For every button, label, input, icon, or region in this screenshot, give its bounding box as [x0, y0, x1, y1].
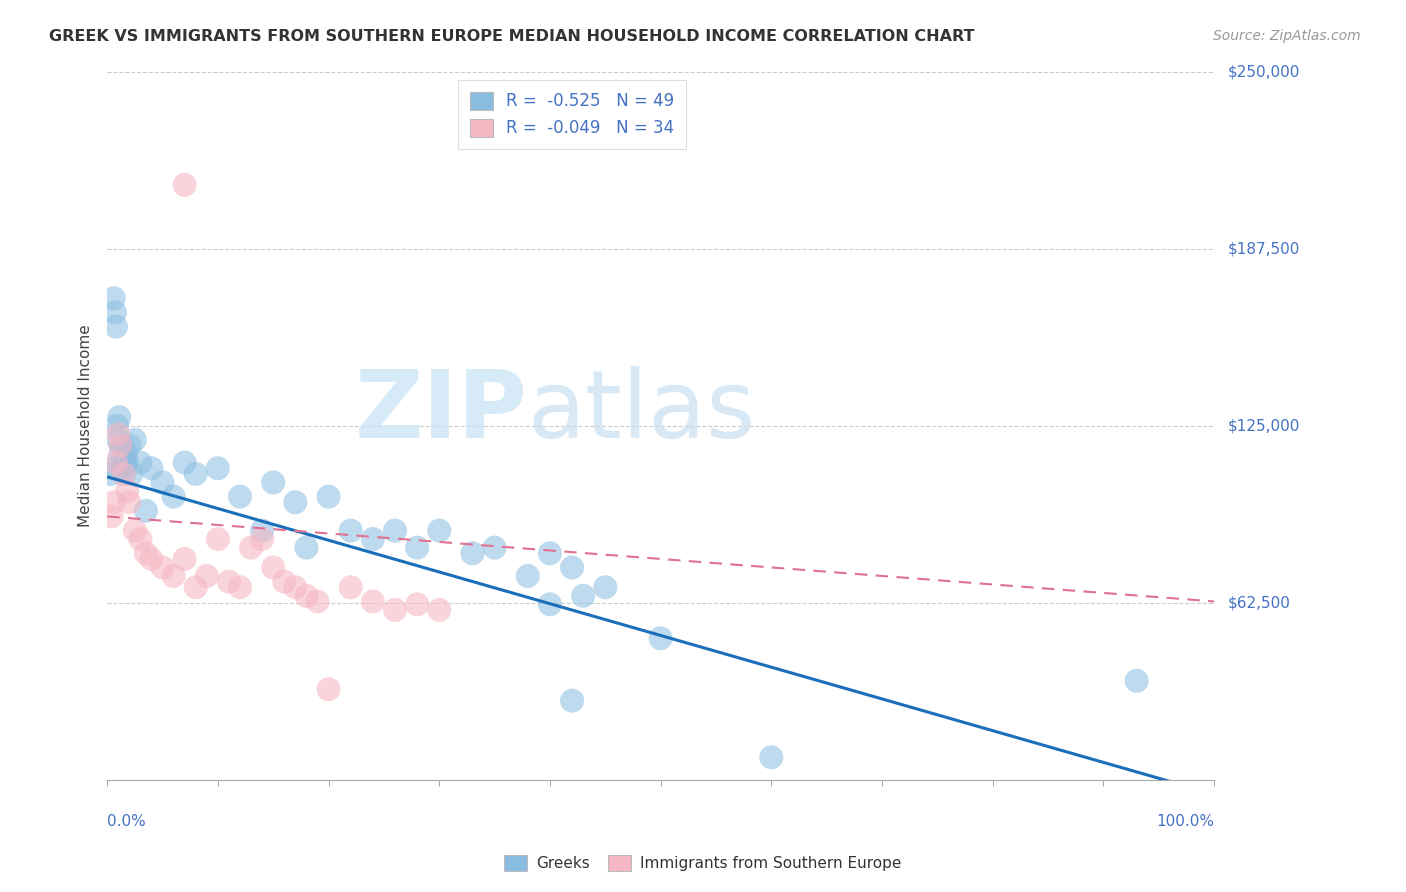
Point [115, 483, 138, 498]
Point [761, 750, 783, 764]
Point [108, 410, 131, 425]
Point [273, 574, 295, 589]
Point [484, 541, 506, 555]
Point [650, 632, 672, 646]
Point [112, 467, 135, 481]
Point [110, 439, 132, 453]
Point [195, 569, 218, 583]
Point [141, 552, 163, 566]
Point [262, 560, 284, 574]
Point [141, 461, 163, 475]
Point [516, 569, 538, 583]
Text: 0.0%: 0.0% [107, 814, 146, 829]
Point [538, 546, 561, 560]
Point [572, 589, 595, 603]
Point [101, 461, 124, 475]
Point [152, 560, 174, 574]
Point [135, 546, 157, 560]
Point [250, 524, 273, 538]
Point [461, 546, 484, 560]
Point [162, 490, 184, 504]
Point [104, 305, 127, 319]
Point [107, 433, 129, 447]
Point [124, 433, 146, 447]
Point [107, 427, 129, 442]
Text: 100.0%: 100.0% [1156, 814, 1215, 829]
Point [110, 447, 132, 461]
Point [110, 439, 132, 453]
Point [295, 589, 318, 603]
Point [561, 560, 583, 574]
Point [284, 495, 307, 509]
Text: $125,000: $125,000 [1227, 418, 1299, 434]
Point [427, 524, 450, 538]
Point [361, 594, 384, 608]
Point [229, 580, 252, 594]
Point [284, 580, 307, 594]
Text: GREEK VS IMMIGRANTS FROM SOUTHERN EUROPE MEDIAN HOUSEHOLD INCOME CORRELATION CHA: GREEK VS IMMIGRANTS FROM SOUTHERN EUROPE… [49, 29, 974, 44]
Point [173, 552, 195, 566]
Legend: Greeks, Immigrants from Southern Europe: Greeks, Immigrants from Southern Europe [498, 849, 908, 877]
Point [118, 495, 141, 509]
Point [561, 693, 583, 707]
Point [100, 509, 122, 524]
Point [207, 532, 229, 546]
Text: Source: ZipAtlas.com: Source: ZipAtlas.com [1213, 29, 1361, 43]
Point [184, 580, 207, 594]
Point [105, 418, 128, 433]
Point [361, 532, 384, 546]
Point [229, 490, 252, 504]
Point [595, 580, 617, 594]
Point [135, 504, 157, 518]
Point [124, 524, 146, 538]
Point [538, 597, 561, 611]
Point [121, 467, 143, 481]
Point [100, 467, 122, 481]
Y-axis label: Median Household Income: Median Household Income [79, 325, 93, 527]
Point [1125, 673, 1147, 688]
Point [250, 532, 273, 546]
Point [112, 467, 135, 481]
Text: ZIP: ZIP [354, 366, 527, 458]
Point [129, 532, 152, 546]
Point [129, 456, 152, 470]
Point [339, 580, 361, 594]
Text: $250,000: $250,000 [1227, 64, 1299, 79]
Text: atlas: atlas [527, 366, 756, 458]
Point [114, 456, 136, 470]
Point [406, 541, 429, 555]
Point [307, 594, 329, 608]
Point [162, 569, 184, 583]
Point [115, 456, 138, 470]
Point [184, 467, 207, 481]
Point [318, 682, 340, 697]
Point [103, 495, 125, 509]
Point [384, 603, 406, 617]
Point [173, 178, 195, 192]
Text: $62,500: $62,500 [1227, 595, 1291, 610]
Point [339, 524, 361, 538]
Point [111, 461, 134, 475]
Legend: R =  -0.525   N = 49, R =  -0.049   N = 34: R = -0.525 N = 49, R = -0.049 N = 34 [458, 80, 686, 149]
Point [406, 597, 429, 611]
Point [103, 291, 125, 305]
Point [384, 524, 406, 538]
Point [240, 541, 263, 555]
Point [105, 456, 128, 470]
Point [115, 447, 138, 461]
Point [218, 574, 240, 589]
Point [207, 461, 229, 475]
Point [262, 475, 284, 490]
Point [173, 456, 195, 470]
Point [427, 603, 450, 617]
Point [152, 475, 174, 490]
Point [105, 319, 128, 334]
Point [118, 439, 141, 453]
Point [318, 490, 340, 504]
Text: $187,500: $187,500 [1227, 241, 1299, 256]
Point [295, 541, 318, 555]
